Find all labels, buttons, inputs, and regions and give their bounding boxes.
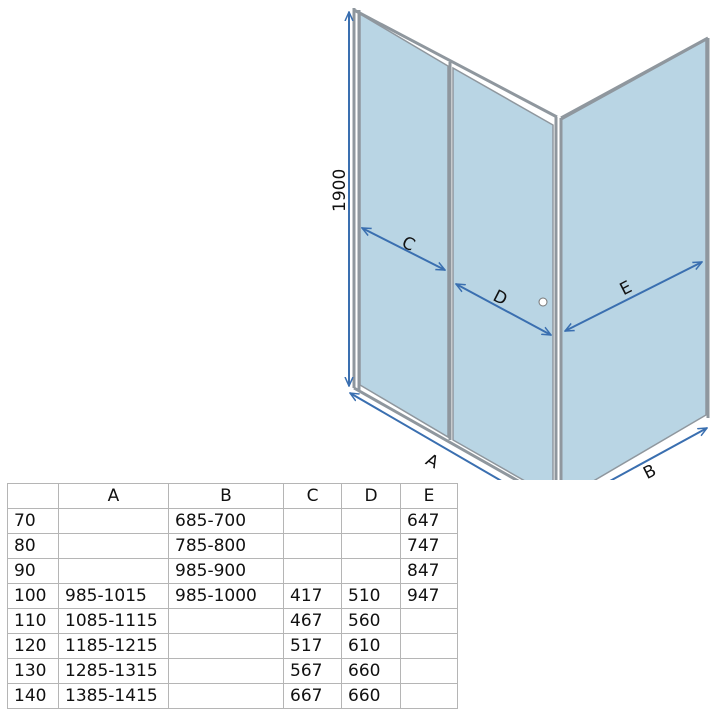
table-cell [341,558,401,584]
table-cell: 947 [400,583,458,609]
table-cell: 120 [7,633,59,659]
table-cell: 660 [341,658,401,684]
table-row: 140 1385-1415 667 660 [7,683,458,709]
header-cell: E [400,483,458,509]
header-cell: B [168,483,284,509]
table-cell: 517 [283,633,342,659]
header-cell: A [58,483,169,509]
dim-arrow-d [456,283,551,336]
table-cell: 560 [341,608,401,634]
table-cell [400,608,458,634]
table-cell: 467 [283,608,342,634]
table-cell: 510 [341,583,401,609]
table-cell: 70 [7,508,59,534]
table-cell [168,608,284,634]
table-cell: 660 [341,683,401,709]
front-glass-fixed [359,12,449,439]
table-cell: 647 [400,508,458,534]
table-cell [341,533,401,559]
dimensions-table: A B C D E 70 685-700 647 80 785-800 747 90 985-… [7,483,458,709]
table-cell [168,683,284,709]
table-cell: 1285-1315 [58,658,169,684]
table-cell [341,508,401,534]
table-cell [168,658,284,684]
header-cell: C [283,483,342,509]
table-cell [400,683,458,709]
table-cell: 785-800 [168,533,284,559]
table-cell [168,633,284,659]
table-cell: 685-700 [168,508,284,534]
header-cell [7,483,59,509]
table-row: 130 1285-1315 567 660 [7,658,458,684]
table-cell: 1085-1115 [58,608,169,634]
table-cell: 985-900 [168,558,284,584]
table-cell: 417 [283,583,342,609]
header-cell: D [341,483,401,509]
table-cell [283,533,342,559]
table-cell [283,508,342,534]
table-cell: 110 [7,608,59,634]
door-knob [538,297,548,307]
dim-arrow-b [566,428,707,480]
table-cell [58,533,169,559]
table-cell: 985-1000 [168,583,284,609]
table-cell [58,508,169,534]
table-cell: 847 [400,558,458,584]
table-cell [400,633,458,659]
table-cell: 100 [7,583,59,609]
table-cell [58,558,169,584]
label-a: A [422,450,442,473]
table-cell: 1385-1415 [58,683,169,709]
table-cell [400,658,458,684]
table-row: 70 685-700 647 [7,508,458,534]
table-row: 110 1085-1115 467 560 [7,608,458,634]
table-cell: 130 [7,658,59,684]
table-row: 120 1185-1215 517 610 [7,633,458,659]
table-cell: 610 [341,633,401,659]
dim-arrow-e [565,261,702,332]
table-cell: 567 [283,658,342,684]
label-b: B [640,461,659,480]
front-glass-door [452,66,554,480]
table-row: 80 785-800 747 [7,533,458,559]
table-cell: 140 [7,683,59,709]
table-cell [283,558,342,584]
dim-arrow-a [350,393,548,480]
table-cell: 667 [283,683,342,709]
height-label: 1900 [330,169,350,212]
table-cell: 90 [7,558,59,584]
table-header-row: A B C D E [7,483,458,509]
table-cell: 80 [7,533,59,559]
table-row: 90 985-900 847 [7,558,458,584]
shower-enclosure-diagram: 1900 C D E A B [330,8,710,480]
table-cell: 1185-1215 [58,633,169,659]
table-cell: 747 [400,533,458,559]
table-row: 100 985-1015 985-1000 417 510 947 [7,583,458,609]
dim-arrow-c [362,227,445,271]
table-cell: 985-1015 [58,583,169,609]
